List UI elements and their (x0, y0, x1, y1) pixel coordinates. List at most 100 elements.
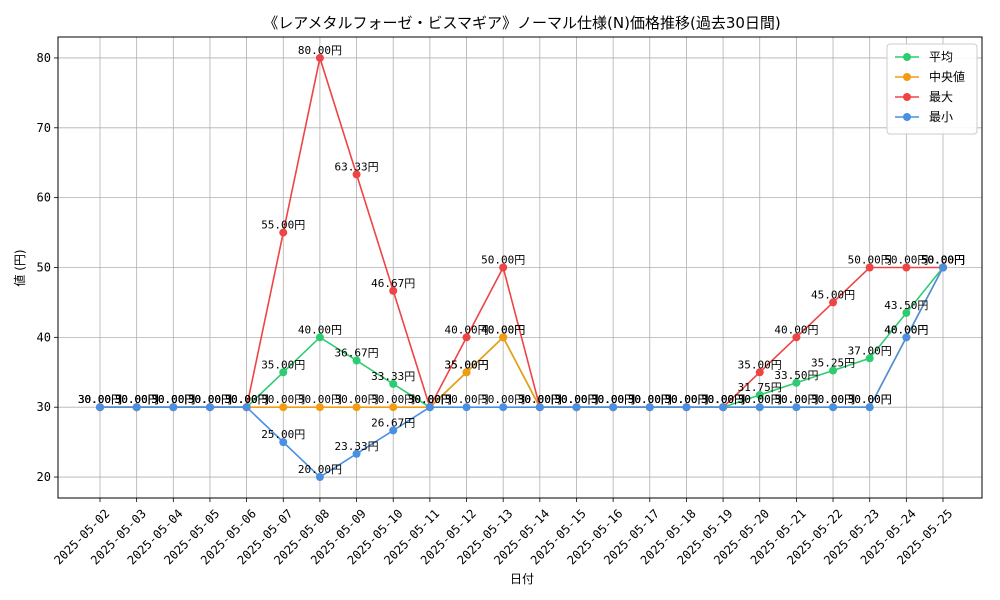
data-point (609, 403, 618, 412)
data-label: 30.00円 (848, 393, 892, 406)
data-label: 30.00円 (518, 393, 562, 406)
data-label: 30.00円 (151, 393, 195, 406)
data-point (389, 286, 398, 295)
legend-swatch-marker (903, 73, 911, 81)
data-label: 30.00円 (371, 393, 415, 406)
data-label: 50.00円 (921, 254, 965, 267)
legend-frame (886, 43, 978, 135)
data-label: 30.00円 (151, 393, 195, 406)
y-tick-label: 40 (37, 330, 51, 344)
data-label: 30.00円 (591, 393, 635, 406)
y-tick-label: 50 (37, 261, 51, 275)
data-point (462, 403, 471, 412)
data-label: 40.00円 (298, 323, 342, 336)
data-label: 30.00円 (628, 393, 672, 406)
data-label: 30.00円 (554, 393, 598, 406)
data-label: 30.00円 (408, 393, 452, 406)
data-label: 33.50円 (774, 369, 818, 382)
data-point (792, 403, 801, 412)
y-tick-label: 80 (37, 51, 51, 65)
data-point (829, 298, 838, 307)
data-label: 43.50円 (884, 299, 928, 312)
data-label: 35.00円 (261, 358, 305, 371)
data-point (96, 403, 104, 412)
data-label: 50.00円 (481, 254, 525, 267)
data-label: 55.00円 (261, 219, 305, 232)
data-point (719, 403, 728, 412)
data-label: 30.00円 (811, 393, 855, 406)
data-point (132, 403, 141, 412)
data-label: 30.00円 (115, 393, 159, 406)
data-label: 30.00円 (774, 393, 818, 406)
legend-swatch-marker (903, 93, 911, 101)
data-label: 30.00円 (225, 393, 269, 406)
y-tick-label: 60 (37, 191, 51, 205)
data-label: 30.00円 (115, 393, 159, 406)
data-point (352, 356, 361, 365)
data-label: 40.00円 (884, 323, 928, 336)
data-label: 30.00円 (628, 393, 672, 406)
data-label: 33.33円 (371, 370, 415, 383)
data-label: 30.00円 (738, 393, 782, 406)
data-label: 30.00円 (78, 393, 122, 406)
data-point (242, 403, 251, 412)
data-label: 30.00円 (188, 393, 232, 406)
data-label: 30.00円 (591, 393, 635, 406)
data-label: 30.00円 (628, 393, 672, 406)
data-label: 40.00円 (774, 323, 818, 336)
data-label: 50.00円 (884, 254, 928, 267)
data-point (169, 403, 178, 412)
legend-entry: 最小 (929, 110, 953, 124)
data-label: 23.33円 (335, 440, 379, 453)
data-point (315, 473, 324, 482)
data-label: 30.00円 (444, 393, 488, 406)
data-point (865, 403, 874, 412)
data-point (352, 449, 361, 458)
data-label: 26.67円 (371, 416, 415, 429)
data-point (682, 403, 691, 412)
data-label: 30.00円 (335, 393, 379, 406)
data-label: 30.00円 (78, 393, 122, 406)
data-point (389, 379, 398, 388)
data-label: 30.00円 (408, 393, 452, 406)
data-label: 30.00円 (225, 393, 269, 406)
data-point (792, 333, 801, 342)
y-axis-label: 値 (円) (12, 249, 27, 286)
data-label: 36.67円 (335, 347, 379, 360)
data-label: 30.00円 (848, 393, 892, 406)
data-label: 30.00円 (664, 393, 708, 406)
data-label: 30.00円 (701, 393, 745, 406)
data-label: 50.00円 (921, 254, 965, 267)
data-point (279, 228, 288, 237)
data-point (352, 403, 361, 412)
data-label: 30.00円 (78, 393, 122, 406)
data-label: 80.00円 (298, 44, 342, 57)
data-point (902, 308, 911, 317)
series-line-2 (100, 54, 943, 410)
data-label: 30.00円 (78, 393, 122, 406)
data-label: 30.00円 (225, 393, 269, 406)
data-point (425, 403, 434, 412)
data-label: 30.00円 (481, 393, 525, 406)
data-label: 30.00円 (408, 393, 452, 406)
data-label: 35.00円 (444, 358, 488, 371)
data-point (902, 263, 911, 272)
data-label: 30.00円 (298, 393, 342, 406)
data-label: 40.00円 (884, 323, 928, 336)
data-label: 37.00円 (848, 344, 892, 357)
data-label: 30.00円 (664, 393, 708, 406)
data-point (389, 426, 398, 435)
data-point (755, 403, 764, 412)
data-label: 30.00円 (151, 393, 195, 406)
legend-entry: 平均 (929, 50, 953, 64)
data-point (279, 368, 288, 377)
data-point (829, 366, 838, 375)
data-label: 40.00円 (481, 323, 525, 336)
data-point (755, 390, 764, 399)
series-line-3 (100, 267, 944, 479)
data-label: 30.00円 (115, 393, 159, 406)
data-point (535, 403, 544, 412)
legend-entry: 最大 (929, 90, 953, 104)
